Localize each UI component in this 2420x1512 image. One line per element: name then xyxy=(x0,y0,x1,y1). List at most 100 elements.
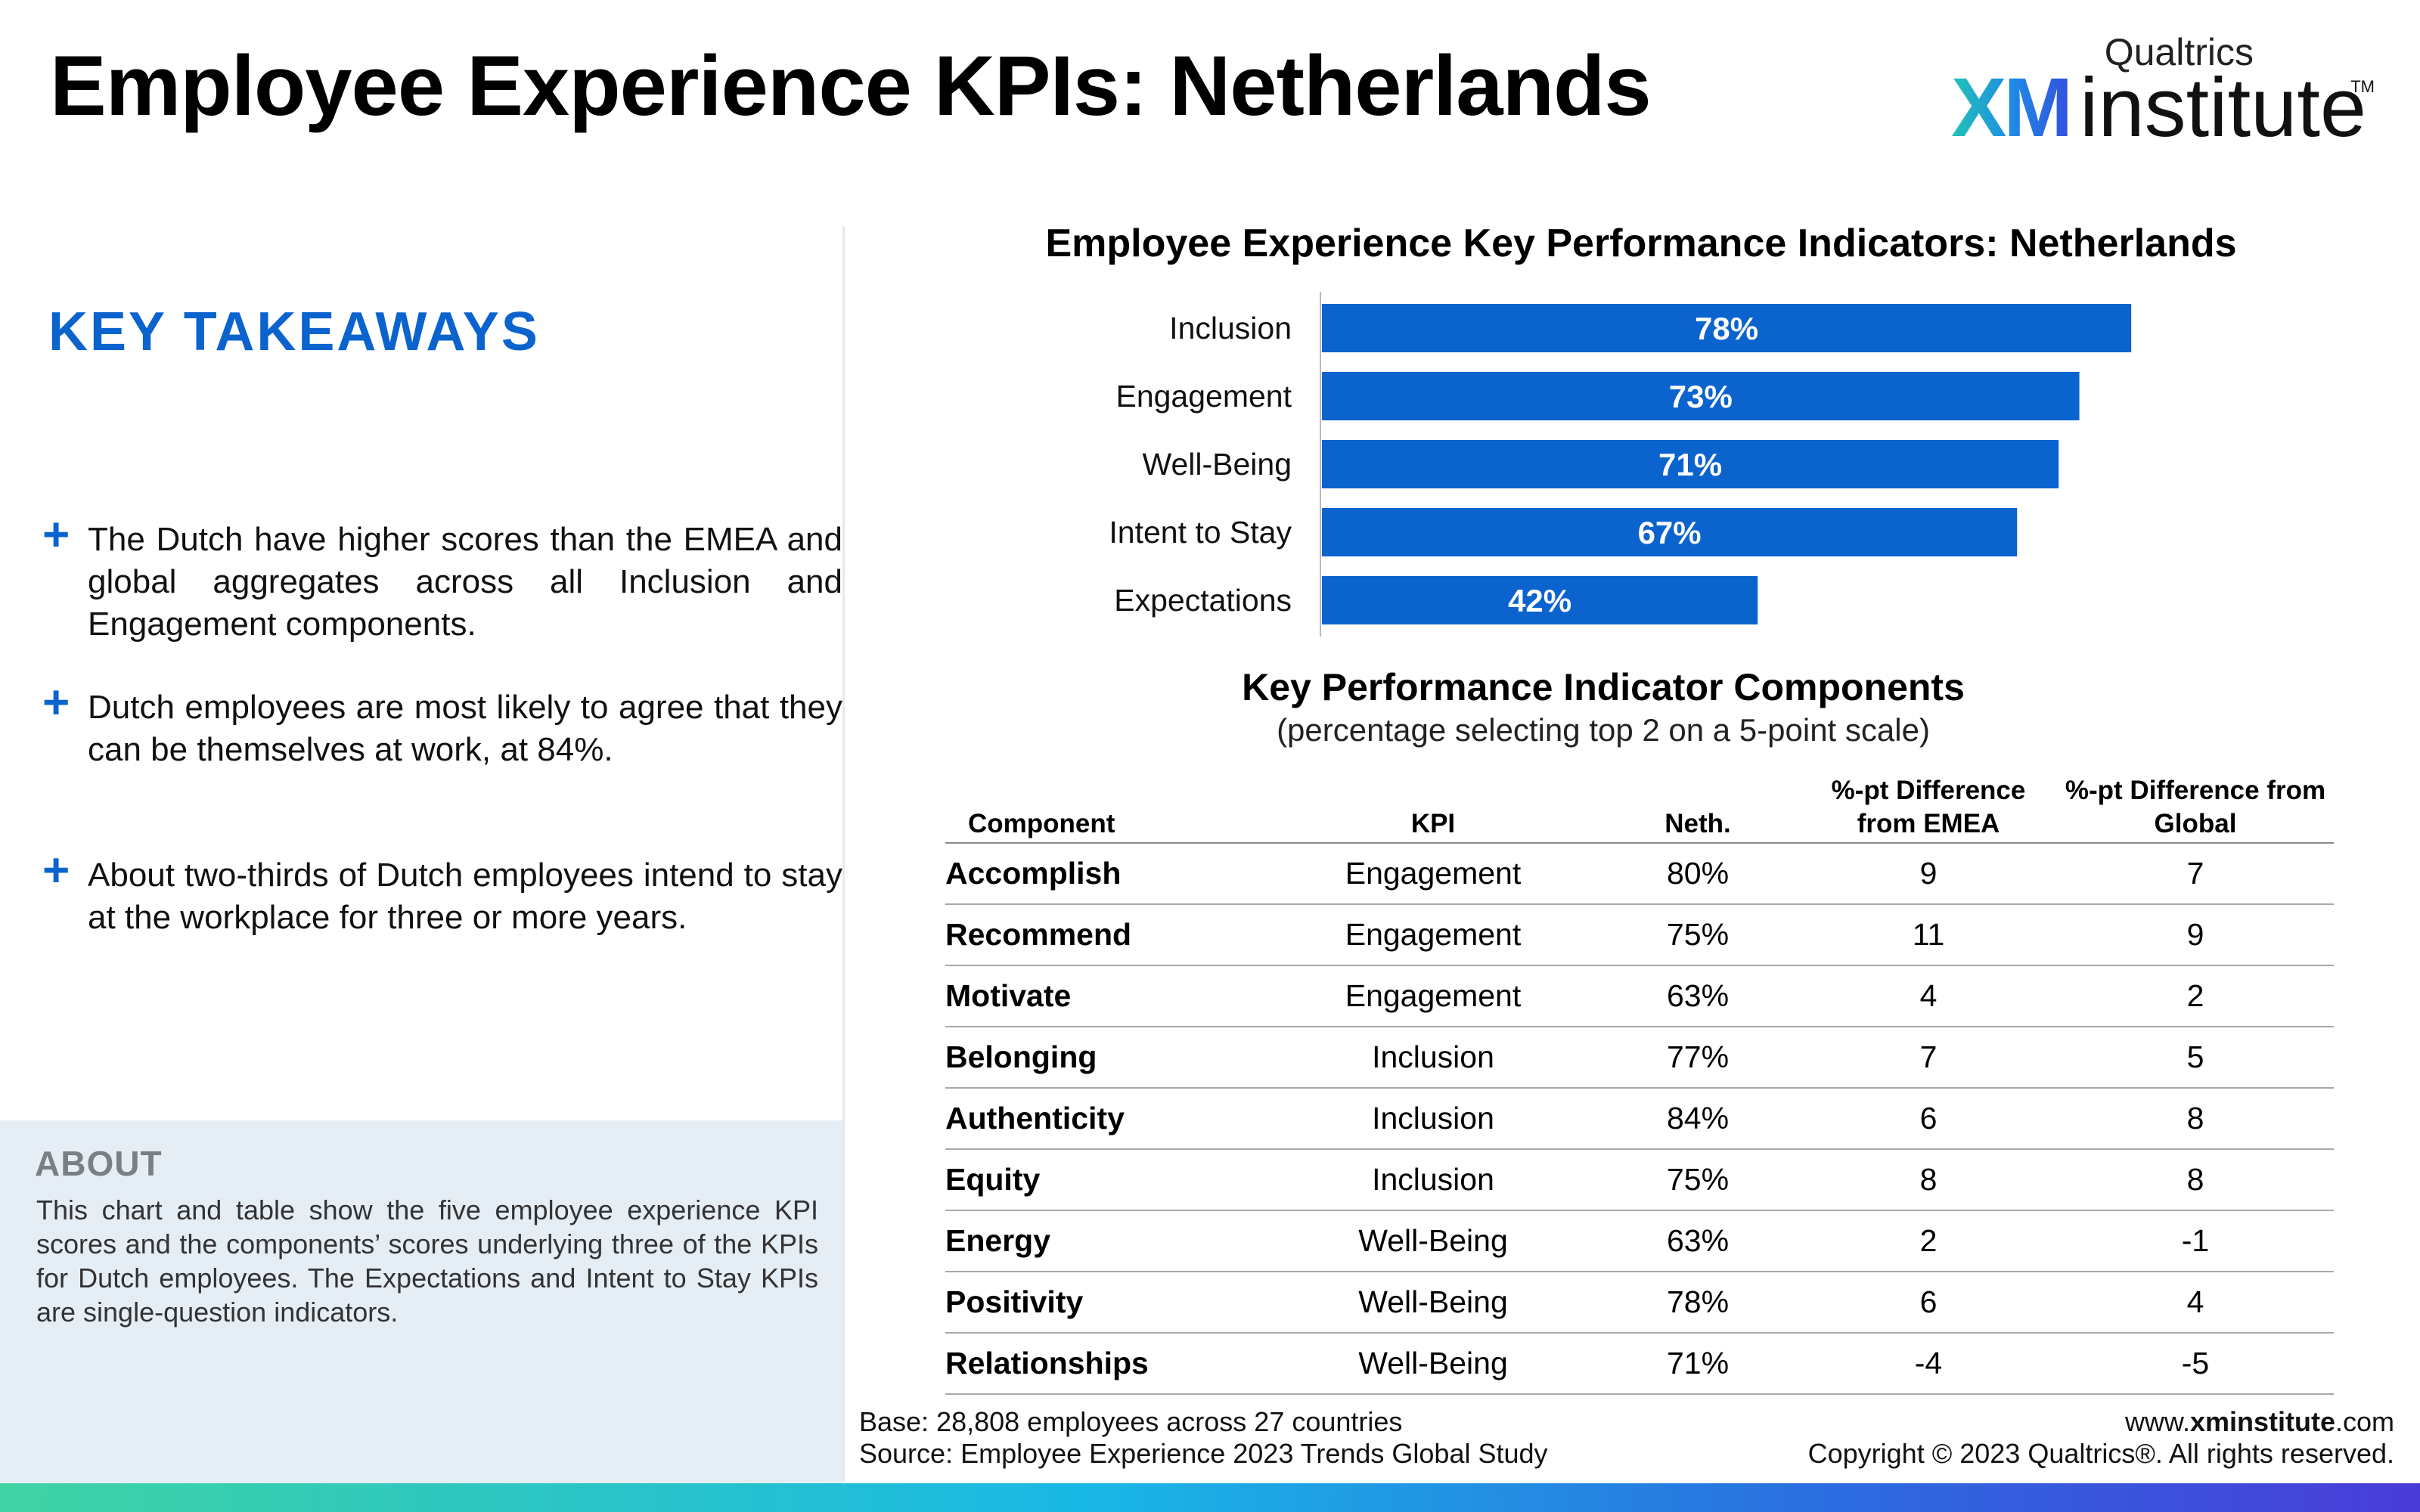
website-link[interactable]: www.xminstitute.com xyxy=(1808,1406,2394,1438)
kpi-bar-chart: Inclusion 78% Engagement 73% Well-Being 71% In… xyxy=(1109,292,2132,637)
cell-component: Energy xyxy=(945,1210,1270,1272)
gradient-footer-bar xyxy=(0,1483,2420,1512)
header-emea-line2: from EMEA xyxy=(1857,809,2000,838)
bar-value-label: 42% xyxy=(1508,583,1571,618)
cell-neth: 80% xyxy=(1596,843,1800,905)
table-row: Belonging Inclusion 77% 7 5 xyxy=(945,1027,2334,1089)
cell-kpi: Well-Being xyxy=(1270,1333,1596,1395)
table-header-row: Component KPI Neth. %-pt Difference from… xyxy=(945,768,2334,844)
bar-inclusion xyxy=(1322,304,2132,352)
category-label: Inclusion xyxy=(1169,311,1292,345)
page-title: Employee Experience KPIs: Netherlands xyxy=(50,39,1652,133)
cell-global: 7 xyxy=(2057,843,2334,905)
cell-emea: 2 xyxy=(1800,1210,2057,1272)
table-row: Relationships Well-Being 71% -4 -5 xyxy=(945,1333,2334,1395)
cell-kpi: Inclusion xyxy=(1270,1149,1596,1211)
cell-emea: 7 xyxy=(1800,1027,2057,1089)
cell-component: Motivate xyxy=(945,965,1270,1027)
cell-neth: 84% xyxy=(1596,1088,1800,1150)
bar-intent-to-stay xyxy=(1322,508,2018,556)
cell-global: 9 xyxy=(2057,904,2334,966)
cell-emea: 9 xyxy=(1800,843,2057,905)
logo-brand: Qualtrics xyxy=(2104,31,2254,73)
bar-expectations xyxy=(1322,576,1758,624)
chart-title: Employee Experience Key Performance Indi… xyxy=(1045,222,2237,265)
bar-value-label: 67% xyxy=(1638,515,1702,550)
kpi-components-table: Component KPI Neth. %-pt Difference from… xyxy=(945,768,2334,1395)
cell-component: Equity xyxy=(945,1149,1270,1211)
cell-component: Recommend xyxy=(945,904,1270,966)
url-prefix: www. xyxy=(2124,1406,2190,1437)
cell-component: Positivity xyxy=(945,1272,1270,1334)
table-row: Energy Well-Being 63% 2 -1 xyxy=(945,1210,2334,1272)
about-title: ABOUT xyxy=(35,1144,163,1183)
cell-kpi: Inclusion xyxy=(1270,1088,1596,1150)
cell-neth: 71% xyxy=(1596,1333,1800,1395)
cell-neth: 75% xyxy=(1596,1149,1800,1211)
plus-icon: + xyxy=(42,509,70,561)
header-global-diff: %-pt Difference from Global xyxy=(2057,768,2334,844)
logo-institute: institute xyxy=(2080,61,2367,154)
table-row: Authenticity Inclusion 84% 6 8 xyxy=(945,1088,2334,1150)
vertical-divider xyxy=(842,227,845,1482)
header-kpi: KPI xyxy=(1270,768,1596,844)
cell-global: -5 xyxy=(2057,1333,2334,1395)
cell-global: 2 xyxy=(2057,965,2334,1027)
cell-kpi: Engagement xyxy=(1270,965,1596,1027)
cell-kpi: Well-Being xyxy=(1270,1272,1596,1334)
base-note: Base: 28,808 employees across 27 countri… xyxy=(859,1406,1548,1470)
cell-global: -1 xyxy=(2057,1210,2334,1272)
cell-global: 8 xyxy=(2057,1088,2334,1150)
header-emea-diff: %-pt Difference from EMEA xyxy=(1800,768,2057,844)
bar-well-being xyxy=(1322,440,2059,488)
xm-institute-logo: Qualtrics XM institute TM xyxy=(1951,30,2375,150)
cell-neth: 77% xyxy=(1596,1027,1800,1089)
cell-emea: 11 xyxy=(1800,904,2057,966)
table-title: Key Performance Indicator Components xyxy=(1242,666,1965,708)
bar-value-label: 71% xyxy=(1658,447,1722,482)
cell-component: Accomplish xyxy=(945,843,1270,905)
table-row: Accomplish Engagement 80% 9 7 xyxy=(945,843,2334,905)
cell-emea: 6 xyxy=(1800,1088,2057,1150)
cell-kpi: Well-Being xyxy=(1270,1210,1596,1272)
cell-emea: 6 xyxy=(1800,1272,2057,1334)
cell-global: 5 xyxy=(2057,1027,2334,1089)
url-suffix: .com xyxy=(2335,1406,2394,1437)
takeaway-text: The Dutch have higher scores than the EM… xyxy=(88,521,842,643)
header-component: Component xyxy=(945,768,1270,844)
bar-engagement xyxy=(1322,372,2080,420)
cell-neth: 75% xyxy=(1596,904,1800,966)
cell-global: 8 xyxy=(2057,1149,2334,1211)
cell-neth: 78% xyxy=(1596,1272,1800,1334)
cell-kpi: Inclusion xyxy=(1270,1027,1596,1089)
plus-icon: + xyxy=(42,844,70,897)
cell-kpi: Engagement xyxy=(1270,843,1596,905)
cell-global: 4 xyxy=(2057,1272,2334,1334)
key-takeaways-heading: KEY TAKEAWAYS xyxy=(48,302,540,362)
url-bold: xminstitute xyxy=(2189,1406,2335,1437)
cell-emea: 4 xyxy=(1800,965,2057,1027)
copyright-block: www.xminstitute.com Copyright © 2023 Qua… xyxy=(1808,1406,2394,1470)
table-row: Motivate Engagement 63% 4 2 xyxy=(945,965,2334,1027)
cell-component: Authenticity xyxy=(945,1088,1270,1150)
cell-kpi: Engagement xyxy=(1270,904,1596,966)
logo-xm: XM xyxy=(1951,61,2073,154)
cell-neth: 63% xyxy=(1596,1210,1800,1272)
takeaway-text: About two-thirds of Dutch employees inte… xyxy=(88,857,842,936)
table-row: Recommend Engagement 75% 11 9 xyxy=(945,904,2334,966)
cell-emea: -4 xyxy=(1800,1333,2057,1395)
cell-component: Relationships xyxy=(945,1333,1270,1395)
copyright-text: Copyright © 2023 Qualtrics®. All rights … xyxy=(1807,1438,2394,1469)
category-label: Engagement xyxy=(1115,379,1292,414)
cell-neth: 63% xyxy=(1596,965,1800,1027)
about-text: This chart and table show the five emplo… xyxy=(36,1194,818,1328)
bar-value-label: 73% xyxy=(1669,379,1733,414)
plus-icon: + xyxy=(42,677,70,729)
category-label: Expectations xyxy=(1114,583,1292,618)
logo-trademark: TM xyxy=(2350,77,2375,96)
base-text: Base: 28,808 employees across 27 countri… xyxy=(859,1406,1403,1437)
source-text: Source: Employee Experience 2023 Trends … xyxy=(859,1438,1548,1469)
header-emea-line1: %-pt Difference xyxy=(1831,776,2026,805)
takeaway-text: Dutch employees are most likely to agree… xyxy=(88,689,842,768)
header-global-line2: Global xyxy=(2154,809,2237,838)
